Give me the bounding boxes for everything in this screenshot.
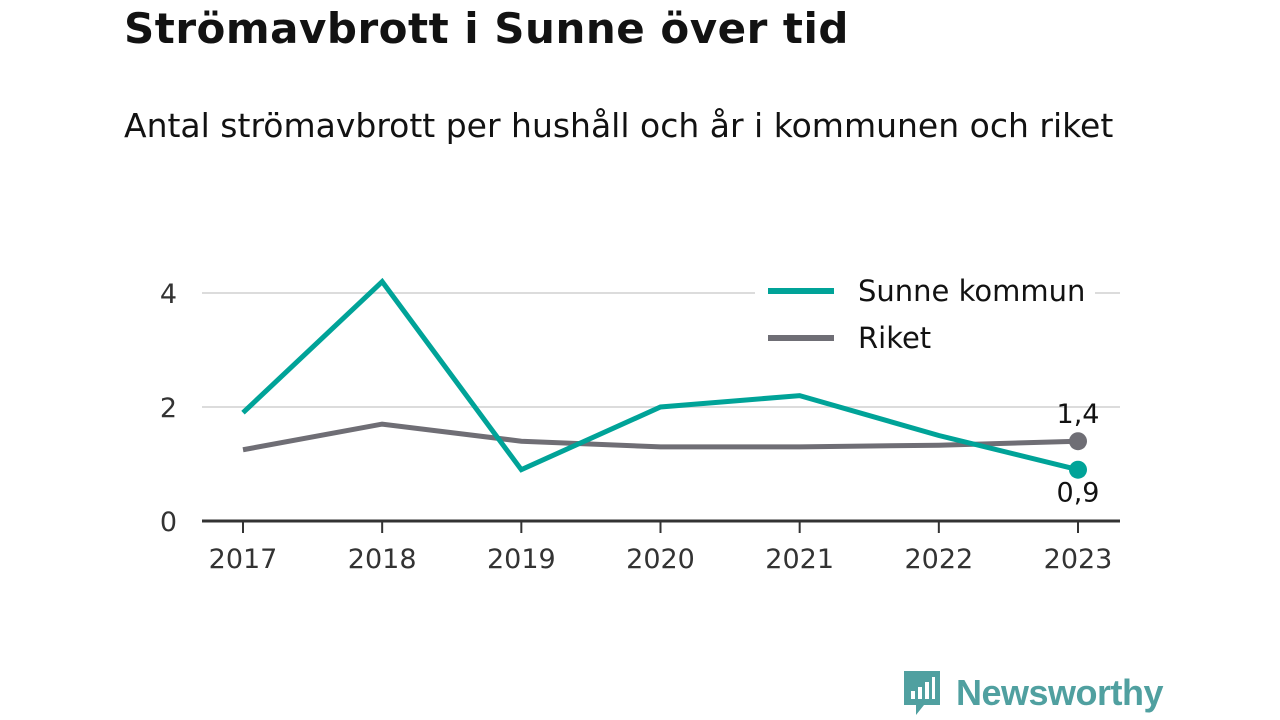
brand-name: Newsworthy [956, 672, 1164, 713]
x-tick-label: 2022 [904, 544, 973, 575]
chart-title: Strömavbrott i Sunne över tid [124, 4, 849, 53]
legend-background [755, 268, 1095, 358]
series-line-riket [242, 421, 1079, 453]
series-line-sunne-kommun [241, 277, 1079, 473]
y-tick-label: 0 [160, 507, 177, 538]
y-tick-label: 4 [160, 279, 177, 310]
legend: Sunne kommun Riket [755, 268, 1095, 358]
x-tick-label: 2020 [626, 544, 695, 575]
series-endpoint-riket [1069, 432, 1087, 451]
end-labels: 0,9 1,4 [1057, 399, 1100, 509]
y-tick-label: 2 [160, 393, 177, 424]
legend-label: Sunne kommun [858, 274, 1085, 308]
x-tick-label: 2021 [765, 544, 834, 575]
chart-subtitle: Antal strömavbrott per hushåll och år i … [124, 106, 1114, 145]
legend-label: Riket [858, 321, 931, 355]
series [241, 277, 1087, 479]
x-tick-label: 2018 [348, 544, 417, 575]
axes: 0 2 4 2017 2018 2019 2020 2021 2022 2023 [160, 279, 1120, 575]
x-tick-label: 2019 [487, 544, 556, 575]
x-tick-label: 2017 [209, 544, 278, 575]
x-tick-label: 2023 [1044, 544, 1113, 575]
end-value-label: 1,4 [1057, 399, 1100, 430]
series-endpoint-sunne-kommun [1069, 460, 1087, 479]
newsworthy-logo-icon [904, 671, 940, 715]
brand: Newsworthy [902, 668, 1164, 718]
end-value-label: 0,9 [1057, 478, 1100, 509]
